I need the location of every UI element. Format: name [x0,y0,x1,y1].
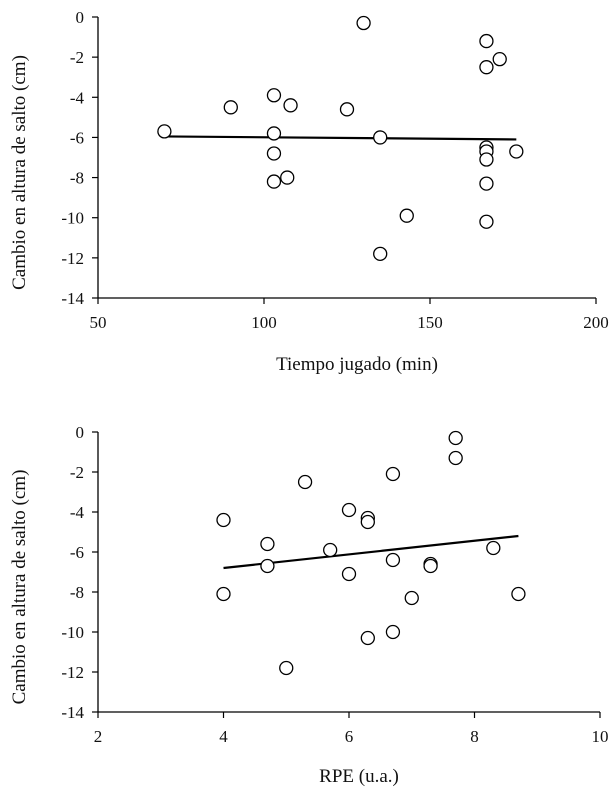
chart2-data-point [486,540,501,556]
chart2-data-point [385,624,401,640]
chart1-data-point [266,126,282,141]
chart2-y-tick-label: -8 [70,583,84,602]
chart2-data-point [323,542,338,558]
chart2-y-tick-label: -6 [70,543,84,562]
chart1-y-tick-label: -14 [61,289,84,308]
chart2-y-tick-label: -10 [61,623,84,642]
chart1-x-tick-label: 200 [583,313,609,332]
chart2-data-point [448,450,463,466]
chart1-data-point [157,124,172,139]
chart1-data-point [479,214,494,229]
chart1-data-point [479,33,494,49]
chart2-data-point [216,586,231,602]
chart1-y-tick-label: -12 [61,249,84,268]
chart1-x-axis-label: Tiempo jugado (min) [276,354,438,375]
chart1-y-tick-label: -6 [70,128,84,147]
chart1-y-tick-label: -8 [70,169,84,188]
chart1-data-point [283,98,298,113]
chart1-data-point [373,130,388,145]
chart1-data-point [399,208,414,223]
chart2-x-tick-label: 4 [219,727,228,746]
chart2-y-tick-label: -12 [61,663,84,682]
chart2-y-tick-label: 0 [76,423,85,442]
chart1-data-point [339,102,355,117]
chart2-data-point [279,660,294,676]
chart2-x-tick-label: 10 [592,727,609,746]
chart2-data-point [260,536,275,552]
chart2-data-point [423,558,438,574]
chart1-data-point [509,144,524,159]
chart2-data-point [385,466,401,482]
chart1-x-tick-label: 50 [90,313,107,332]
chart1-data-point [479,152,494,167]
chart2-data-point [448,430,463,446]
chart2-x-tick-label: 8 [470,727,479,746]
chart2-data-point [297,474,313,490]
chart2-data-point [260,558,275,574]
chart2-y-axis-label: Cambio en altura de salto (cm) [9,470,30,705]
chart1-y-tick-label: -2 [70,48,84,67]
chart1-data-point [356,15,371,31]
chart1-data-point [373,246,388,261]
chart1-data-point [266,174,282,189]
chart2-data-point [404,590,419,606]
chart2-y-tick-label: -4 [70,503,85,522]
chart2-x-tick-label: 2 [94,727,103,746]
chart2-y-tick-label: -14 [61,703,84,722]
chart2-y-tick-label: -2 [70,463,84,482]
chart1-x-tick-label: 150 [417,313,443,332]
chart2-data-point [360,514,375,530]
chart1-data-point [266,146,282,161]
chart2-data-point [360,630,375,646]
chart1-data-point [266,88,282,103]
chart2-data-point [341,502,357,518]
chart2-x-tick-label: 6 [345,727,354,746]
chart1-data-point [492,52,507,67]
chart2-data-point [511,586,526,602]
chart1-data-point [280,170,295,185]
chart1-data-point [479,176,494,191]
chart1-data-point [479,60,494,75]
chart1-trendline [164,135,517,141]
chart1-x-tick-label: 100 [251,313,277,332]
chart1-y-tick-label: 0 [76,8,85,27]
chart1-data-point [223,100,238,115]
chart2-data-point [216,512,231,528]
chart1-y-tick-label: -10 [61,209,84,228]
chart2-data-point [341,566,357,582]
chart1-y-axis-label: Cambio en altura de salto (cm) [9,55,30,290]
chart2-data-point [385,552,401,568]
chart2-x-axis-label: RPE (u.a.) [319,766,399,787]
chart1-y-tick-label: -4 [70,88,85,107]
